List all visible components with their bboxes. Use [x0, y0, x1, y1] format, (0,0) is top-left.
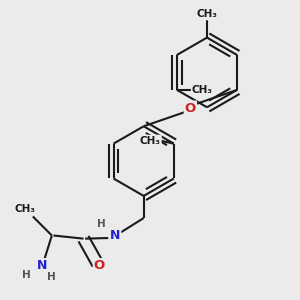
Text: N: N [37, 259, 47, 272]
Text: CH₃: CH₃ [14, 204, 35, 214]
Text: CH₃: CH₃ [140, 136, 161, 146]
Text: CH₃: CH₃ [192, 85, 213, 95]
Text: H: H [47, 272, 56, 282]
Text: H: H [97, 219, 105, 230]
Text: H: H [22, 270, 31, 280]
Text: O: O [94, 259, 105, 272]
Text: CH₃: CH₃ [196, 10, 218, 20]
Text: O: O [185, 101, 196, 115]
Text: N: N [110, 229, 120, 242]
